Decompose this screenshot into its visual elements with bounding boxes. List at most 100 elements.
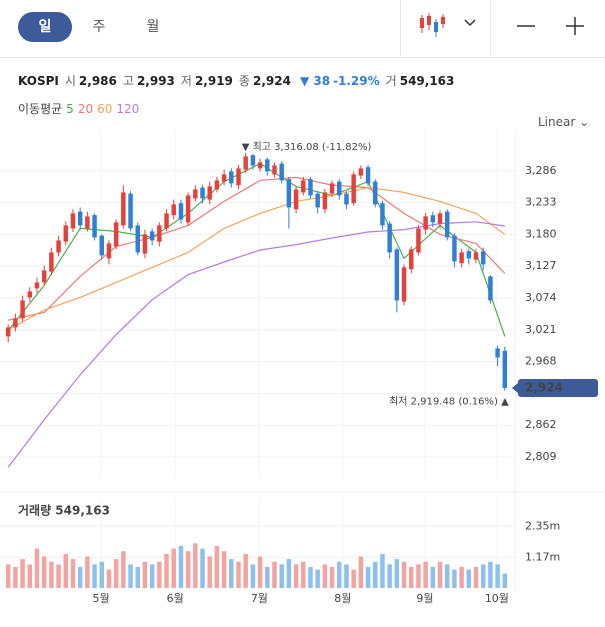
volume-bar: [236, 561, 241, 588]
candle-body: [344, 193, 349, 205]
candle-body: [164, 213, 169, 229]
volume-bar: [351, 569, 356, 588]
quote-value: 2,986: [78, 74, 117, 88]
volume-bar: [77, 566, 83, 588]
volume-bar: [322, 564, 328, 588]
annotation: 최저 2,919.48 (0.16%) ▲: [389, 396, 509, 408]
candle-body: [272, 165, 277, 175]
volume-value: 549,163: [399, 74, 455, 88]
candle-body: [351, 174, 356, 204]
quote-items: 시 2,986 고 2,993 저 2,919 종 2,924: [65, 74, 297, 88]
volume-bar: [193, 543, 198, 588]
quote-label: 저: [180, 74, 192, 88]
candle-body: [243, 156, 248, 170]
volume-bar: [430, 566, 436, 588]
volume-bar: [56, 564, 61, 588]
volume-bar: [488, 561, 493, 588]
zoom-in[interactable]: [566, 17, 584, 35]
candle-body: [308, 179, 313, 196]
ma-line: [8, 176, 506, 321]
candle-body: [409, 249, 414, 270]
volume-bar: [473, 566, 479, 588]
candle-body: [416, 228, 421, 253]
tab-month[interactable]: 월: [146, 19, 160, 35]
volume-bar: [373, 561, 378, 588]
candle-body: [34, 282, 40, 289]
volume-bar: [214, 545, 220, 588]
ma-legend-item: 20: [77, 102, 94, 116]
candle-body: [106, 243, 112, 259]
volume-bar: [135, 566, 140, 588]
candle-body: [459, 252, 464, 264]
y-tick-label: 3,233: [525, 196, 557, 209]
volume-bar: [250, 564, 256, 588]
candle-body: [121, 192, 126, 226]
last-price-label: 2,924: [525, 381, 563, 395]
candle-body: [301, 180, 306, 193]
divider: [400, 0, 401, 56]
y-tick-label: 3,180: [525, 227, 557, 240]
candle-body: [286, 179, 292, 208]
volume-bar: [265, 566, 270, 588]
ma-legend-item: 5: [66, 102, 74, 116]
change-pct: -1.29%: [333, 74, 380, 88]
volume-bar: [257, 556, 263, 588]
ma-line: [7, 221, 505, 468]
candle-body: [380, 203, 385, 226]
candle-body: [423, 216, 428, 230]
candle-body: [329, 183, 335, 194]
volume-bar: [480, 564, 486, 588]
candle-body: [495, 348, 500, 358]
volume-bar: [337, 561, 342, 588]
candle-body: [5, 327, 11, 337]
candle-body: [265, 159, 270, 172]
volume-bar: [394, 559, 400, 588]
volume-bar: [171, 548, 176, 588]
candle-body: [488, 276, 493, 301]
candle-body: [437, 213, 443, 224]
candle-body: [221, 174, 227, 182]
volume-bar: [401, 561, 407, 588]
candle-body: [322, 192, 328, 210]
chart-type-button[interactable]: [420, 13, 476, 37]
volume-bar: [279, 564, 284, 588]
volume-bar: [178, 545, 184, 588]
candle-body: [452, 235, 457, 262]
volume-bar: [243, 553, 248, 588]
candle-body: [401, 267, 407, 302]
ma-legend-title: 이동평균: [18, 102, 63, 116]
candle-body: [178, 203, 184, 220]
last-price-badge: [518, 379, 598, 397]
candle-body: [63, 225, 69, 242]
volume-bar: [272, 561, 277, 588]
candle-body: [207, 186, 212, 200]
candle-body: [99, 235, 104, 256]
y-tick-label: 3,021: [525, 323, 557, 336]
candle-body: [149, 231, 155, 241]
candle-body: [49, 252, 54, 272]
volume-bar: [41, 556, 47, 588]
candle-body: [214, 180, 220, 190]
y-tick-label: 3,074: [525, 291, 557, 304]
volume-bar: [308, 566, 313, 588]
volume-bar: [459, 566, 464, 588]
candle-body: [236, 168, 241, 186]
candle-body: [171, 204, 176, 216]
tab-week[interactable]: 주: [92, 19, 106, 35]
volume-bar: [358, 556, 364, 588]
volume-bar: [92, 564, 97, 588]
volume-bar: [437, 561, 443, 588]
x-tick-label: 5월: [92, 592, 109, 605]
volume-bar: [63, 553, 69, 588]
toolbar: 일 주 월: [0, 0, 605, 58]
candle-body: [13, 318, 18, 328]
candle-body: [279, 163, 284, 181]
quote-label: 시: [64, 74, 76, 88]
scale-mode[interactable]: Linear ⌄: [538, 115, 590, 129]
candle-body: [135, 225, 140, 253]
x-tick-label: 10월: [485, 592, 509, 605]
volume-bar: [301, 561, 306, 588]
volume-bar: [293, 564, 299, 588]
quote-value: 2,993: [136, 74, 175, 88]
tab-day[interactable]: 일: [18, 12, 72, 42]
